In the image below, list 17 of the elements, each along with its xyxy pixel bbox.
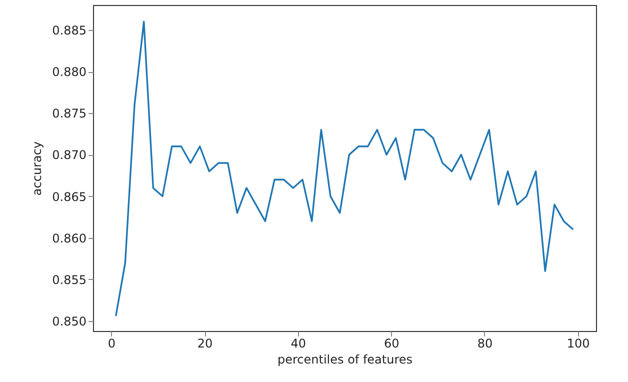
y-tick-label: 0.860 xyxy=(52,231,86,246)
y-tick-label: 0.880 xyxy=(52,65,86,80)
y-tick-label: 0.885 xyxy=(52,23,86,38)
line-series xyxy=(115,20,574,317)
y-tick-label: 0.870 xyxy=(52,148,86,162)
x-tick-label: 40 xyxy=(290,336,306,350)
x-tick-label: 0 xyxy=(108,336,116,350)
y-tick-label: 0.875 xyxy=(52,106,86,121)
y-tick-label: 0.865 xyxy=(52,190,86,204)
x-tick-label: 20 xyxy=(197,336,213,350)
x-tick-label: 80 xyxy=(477,336,493,350)
x-tick-label: 60 xyxy=(384,336,400,350)
y-tick-label: 0.855 xyxy=(52,272,86,287)
y-axis-title: accuracy xyxy=(30,141,44,196)
y-tick-label: 0.850 xyxy=(52,314,86,329)
x-tick-label: 100 xyxy=(566,336,590,350)
x-axis-title: percentiles of features xyxy=(277,352,413,366)
